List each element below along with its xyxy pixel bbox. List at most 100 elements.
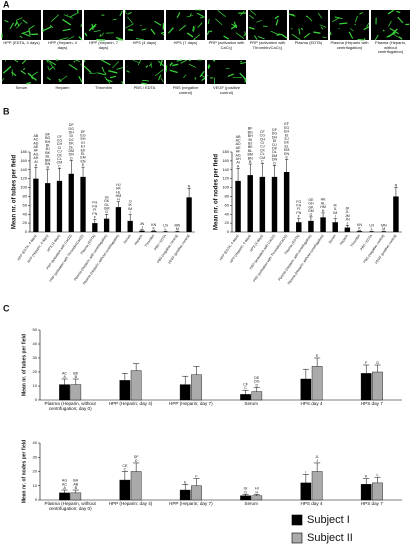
significance-letter: AI bbox=[236, 161, 239, 165]
bar bbox=[45, 183, 51, 232]
bar bbox=[271, 176, 278, 232]
micrograph bbox=[43, 60, 82, 84]
image-caption: PBS (negative control) bbox=[172, 85, 199, 95]
micrograph-detail bbox=[197, 22, 203, 29]
micrograph-detail bbox=[354, 23, 356, 26]
bar bbox=[240, 394, 251, 401]
y-axis-title: Mean nr. of nodes per field bbox=[21, 440, 27, 503]
x-tick-label: VEGF (positive control) bbox=[374, 234, 397, 265]
significance-letter: FH bbox=[296, 204, 301, 208]
significance-letter: CL bbox=[57, 157, 62, 161]
significance-letter: DH bbox=[272, 135, 278, 139]
significance-letter: IK bbox=[128, 203, 132, 207]
significance-letter: EF bbox=[81, 130, 86, 134]
micrograph-detail bbox=[331, 17, 339, 23]
y-tick-label: 20 bbox=[225, 220, 230, 225]
micrograph-detail bbox=[84, 32, 88, 37]
micrograph-detail bbox=[11, 71, 17, 77]
micrograph-detail bbox=[119, 10, 123, 17]
micrograph-detail bbox=[89, 72, 99, 75]
significance-letter: AB bbox=[73, 482, 78, 486]
micrograph-detail bbox=[366, 22, 370, 28]
micrograph-detail bbox=[22, 32, 31, 37]
micrograph-detail bbox=[389, 27, 399, 35]
significance-letter: D bbox=[255, 383, 258, 387]
micrograph-detail bbox=[320, 26, 324, 30]
image-caption: HPP (Heparin, 4 days) bbox=[47, 40, 78, 50]
x-tick-label: VEGF (positive control) bbox=[167, 234, 190, 265]
micrograph-detail bbox=[127, 11, 132, 15]
x-tick-label: Plasma (Heparin, without centrifugation;… bbox=[44, 401, 96, 412]
micrograph-detail bbox=[188, 63, 197, 68]
bar bbox=[320, 217, 326, 232]
significance-letter: EK bbox=[81, 148, 86, 152]
y-tick-label: 120 bbox=[20, 176, 27, 181]
bar bbox=[59, 492, 70, 501]
micrograph-detail bbox=[99, 34, 102, 37]
micrograph-detail bbox=[308, 17, 313, 22]
y-tick-label: 120 bbox=[222, 176, 229, 181]
significance-letter: GI bbox=[244, 487, 248, 491]
micrograph-detail bbox=[199, 16, 204, 19]
micrograph-detail bbox=[199, 70, 205, 78]
significance-letter: DF bbox=[134, 455, 140, 459]
micrograph-detail bbox=[59, 37, 68, 41]
significance-letter: F bbox=[298, 215, 301, 219]
bar bbox=[179, 489, 191, 501]
bar bbox=[33, 178, 39, 232]
significance-letter: FN bbox=[296, 211, 301, 215]
micrograph-detail bbox=[159, 59, 163, 67]
significance-letter: AD bbox=[236, 142, 241, 146]
significance-letter: GE bbox=[308, 198, 314, 202]
micrograph-detail bbox=[15, 20, 20, 27]
micrograph-detail bbox=[66, 14, 68, 16]
micrograph-detail bbox=[28, 25, 35, 30]
y-tick-label: 40 bbox=[225, 211, 230, 216]
micrograph-detail bbox=[125, 23, 134, 29]
bar bbox=[139, 230, 145, 232]
significance-letter: DG bbox=[69, 127, 75, 131]
significance-letter: HK bbox=[116, 187, 122, 191]
significance-letter: DH bbox=[69, 130, 75, 134]
micrograph-detail bbox=[180, 59, 188, 64]
micrograph-detail bbox=[137, 59, 142, 66]
bar bbox=[311, 471, 323, 501]
bar bbox=[186, 197, 192, 232]
micrograph-detail bbox=[192, 25, 195, 32]
significance-letter: C bbox=[58, 164, 61, 168]
micrograph-detail bbox=[62, 28, 71, 32]
micrograph-detail bbox=[162, 33, 165, 36]
bar bbox=[103, 218, 110, 232]
significance-letter: CF bbox=[243, 382, 249, 386]
significance-letter: HI bbox=[255, 487, 259, 491]
significance-letter: HM bbox=[320, 205, 326, 209]
significance-letter: DF bbox=[272, 128, 278, 132]
significance-letter: CM bbox=[260, 156, 266, 160]
micrograph-detail bbox=[396, 10, 401, 14]
significance-letter: FG bbox=[296, 200, 301, 204]
micrograph-detail bbox=[176, 12, 181, 19]
significance-letter: CI bbox=[58, 146, 62, 150]
x-tick-label: Thrombin bbox=[144, 234, 156, 248]
micrograph-detail bbox=[78, 36, 83, 41]
micrograph-detail bbox=[74, 59, 80, 62]
y-tick-label: 60 bbox=[225, 202, 230, 207]
significance-letter: IM bbox=[128, 207, 132, 211]
micrograph-detail bbox=[80, 23, 83, 28]
y-tick-label: 30 bbox=[33, 454, 38, 459]
micrograph-detail bbox=[19, 35, 23, 39]
bar bbox=[360, 373, 372, 401]
significance-letter: BI bbox=[249, 138, 252, 142]
y-tick-label: 20 bbox=[33, 469, 38, 474]
significance-letter: DF bbox=[69, 123, 75, 127]
micrograph-detail bbox=[388, 31, 396, 38]
micrograph-detail bbox=[193, 38, 196, 41]
significance-letter: I bbox=[130, 211, 131, 215]
micrograph-detail bbox=[348, 31, 354, 39]
micrograph-detail bbox=[97, 72, 106, 76]
bar bbox=[344, 227, 351, 232]
y-tick-label: 160 bbox=[222, 158, 229, 163]
significance-letter: K bbox=[153, 227, 156, 231]
x-tick-label: Serum bbox=[244, 401, 258, 406]
micrograph-detail bbox=[374, 34, 379, 41]
